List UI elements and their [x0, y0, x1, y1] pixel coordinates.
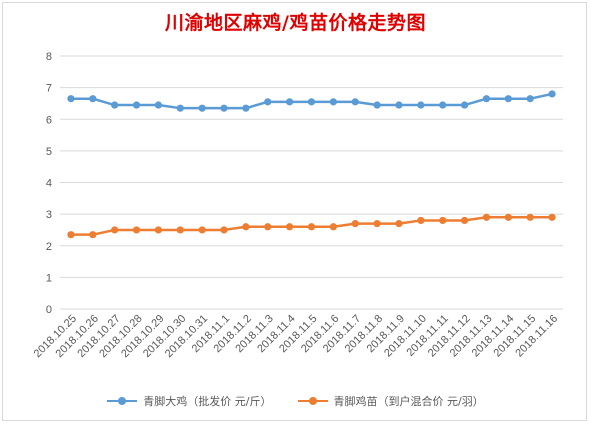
- chart-title: 川渝地区麻鸡/鸡苗价格走势图: [165, 12, 426, 34]
- data-point-series-2: [286, 223, 294, 231]
- legend: 青脚大鸡（批发价 元/斤） 青脚鸡苗（到户混合价 元/羽）: [0, 393, 591, 409]
- data-point-series-2: [526, 213, 534, 221]
- legend-label-series-1: 青脚大鸡（批发价 元/斤）: [143, 395, 272, 408]
- data-point-series-1: [504, 95, 512, 103]
- y-tick-label: 7: [46, 83, 52, 95]
- data-point-series-1: [482, 95, 491, 103]
- data-point-series-1: [242, 104, 250, 112]
- data-point-series-1: [198, 104, 206, 112]
- data-point-series-2: [504, 213, 512, 221]
- data-point-series-2: [67, 231, 75, 239]
- data-point-series-2: [439, 216, 447, 225]
- data-point-series-2: [417, 216, 425, 225]
- data-point-series-2: [460, 216, 469, 225]
- data-point-series-2: [198, 226, 206, 234]
- data-point-series-1: [548, 90, 556, 98]
- y-tick-label: 8: [46, 51, 52, 63]
- data-point-series-2: [373, 220, 381, 228]
- data-point-series-2: [307, 223, 316, 231]
- data-point-series-1: [373, 101, 381, 109]
- data-point-series-2: [329, 223, 337, 231]
- data-point-series-2: [111, 226, 119, 234]
- chart-frame: [2, 2, 587, 421]
- data-point-series-1: [67, 95, 75, 103]
- legend-item-series-1: 青脚大鸡（批发价 元/斤）: [107, 393, 272, 409]
- data-point-series-1: [286, 98, 294, 106]
- y-tick-label: 5: [46, 146, 52, 158]
- data-point-series-2: [89, 231, 97, 239]
- y-tick-label: 4: [46, 178, 52, 190]
- data-point-series-2: [395, 220, 403, 228]
- data-point-series-1: [351, 98, 359, 106]
- data-point-series-1: [176, 104, 184, 112]
- data-point-series-1: [395, 101, 403, 109]
- legend-swatch-series-1: [107, 396, 138, 406]
- data-point-series-1: [154, 101, 163, 109]
- legend-swatch-series-2: [297, 396, 328, 406]
- data-point-series-2: [154, 226, 163, 234]
- data-point-series-2: [176, 226, 184, 234]
- data-point-series-1: [132, 101, 141, 109]
- data-point-series-1: [89, 95, 97, 103]
- data-point-series-1: [526, 95, 534, 103]
- data-point-series-1: [329, 98, 337, 106]
- data-point-series-2: [264, 223, 272, 231]
- data-point-series-1: [220, 104, 228, 112]
- y-tick-label: 6: [46, 114, 52, 126]
- data-point-series-2: [242, 223, 250, 231]
- data-point-series-1: [264, 98, 272, 106]
- legend-label-series-2: 青脚鸡苗（到户混合价 元/羽）: [333, 395, 484, 408]
- data-point-series-2: [351, 220, 359, 228]
- data-point-series-1: [439, 101, 447, 109]
- legend-item-series-2: 青脚鸡苗（到户混合价 元/羽）: [297, 393, 484, 409]
- data-point-series-2: [220, 226, 228, 234]
- y-tick-label: 2: [46, 241, 52, 253]
- data-point-series-1: [111, 101, 119, 109]
- y-tick-label: 3: [46, 209, 52, 221]
- y-tick-label: 1: [46, 272, 52, 284]
- data-point-series-2: [132, 226, 141, 234]
- y-tick-label: 0: [46, 304, 52, 316]
- data-point-series-1: [460, 101, 469, 109]
- data-point-series-1: [417, 101, 425, 109]
- data-point-series-2: [482, 213, 491, 221]
- data-point-series-1: [307, 98, 316, 106]
- data-point-series-2: [548, 213, 556, 221]
